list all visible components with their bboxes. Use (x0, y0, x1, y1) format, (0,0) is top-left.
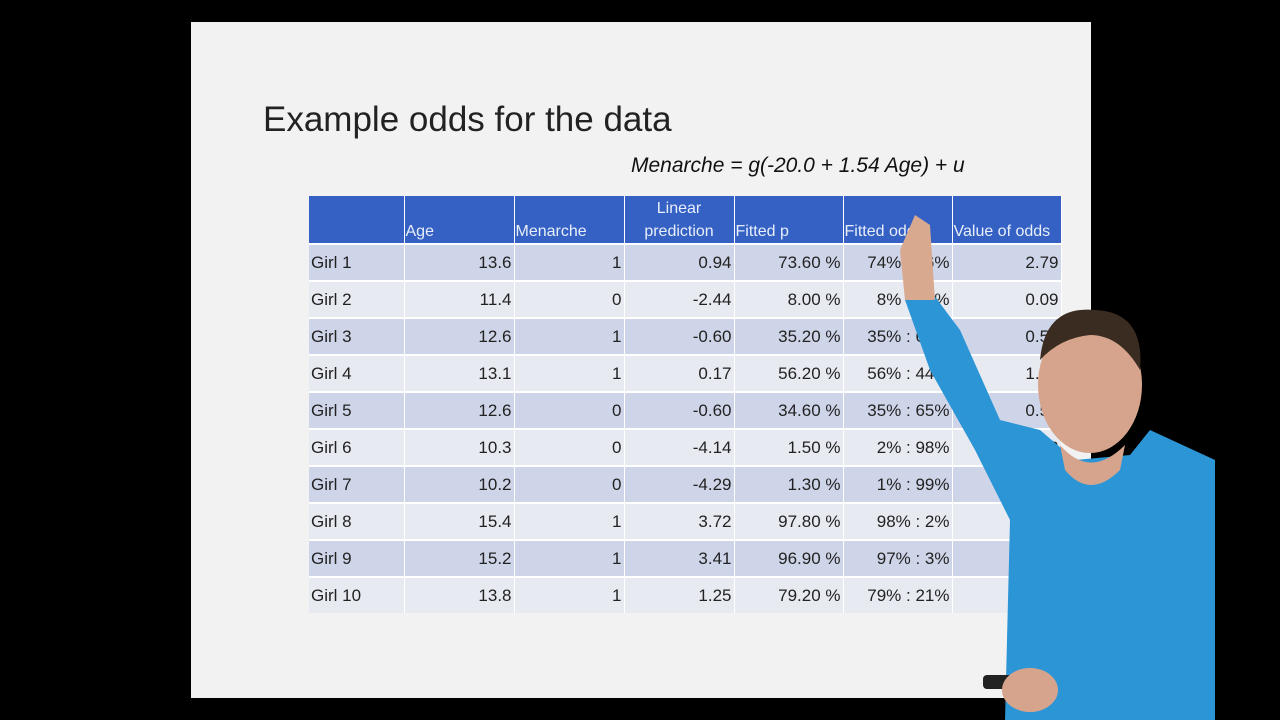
slide-title: Example odds for the data (263, 100, 672, 139)
table-cell: Girl 7 (309, 465, 405, 503)
table-cell: 13.1 (404, 354, 515, 392)
table-cell: 96.90 % (734, 539, 844, 577)
table-cell: Girl 3 (309, 317, 405, 355)
table-cell: 34.60 % (734, 391, 844, 429)
table-cell: Girl 9 (309, 539, 405, 577)
table-cell: 0 (514, 465, 625, 503)
table-cell: 0.09 (952, 280, 1062, 318)
table-cell: 0 (514, 391, 625, 429)
table-cell: 56.20 % (734, 354, 844, 392)
table-cell: 1% : 99% (843, 465, 953, 503)
table-cell: 10.3 (404, 428, 515, 466)
table-cell: 1 (514, 243, 625, 281)
table-cell: Girl 10 (309, 576, 405, 613)
header-cell: Fitted odds (843, 196, 953, 244)
slide: Example odds for the data Menarche = g(-… (191, 22, 1091, 698)
table-cell: -2.44 (624, 280, 735, 318)
table-cell: Girl 2 (309, 280, 405, 318)
table-cell: 79% : 21% (843, 576, 953, 613)
formula: Menarche = g(-20.0 + 1.54 Age) + u (631, 154, 965, 177)
table-cell: 98% : 2% (843, 502, 953, 540)
header-cell: Linear prediction (624, 196, 735, 244)
table-cell: 1.50 % (734, 428, 844, 466)
header-cell: Fitted p (734, 196, 844, 244)
table-cell: 3.72 (624, 502, 735, 540)
table-cell: 0 (514, 428, 625, 466)
table-cell: 35% : 65% (843, 391, 953, 429)
table-cell: 13.6 (404, 243, 515, 281)
table-cell: 10.2 (404, 465, 515, 503)
table-cell: 1 (514, 317, 625, 355)
table-cell: 0 (514, 280, 625, 318)
header-cell: Age (404, 196, 515, 244)
table-cell: Girl 6 (309, 428, 405, 466)
table-cell: 8.00 % (734, 280, 844, 318)
table-cell: 12.6 (404, 391, 515, 429)
table-cell: 1 (514, 502, 625, 540)
table-cell: 73.60 % (734, 243, 844, 281)
table-row: Girl 211.40-2.448.00 %8% : 92%0.09 (309, 280, 1062, 318)
table-cell: 1 (514, 539, 625, 577)
table-cell: 0.94 (624, 243, 735, 281)
header-cell: Value of odds (952, 196, 1062, 244)
odds-table: Age Menarche Linear prediction Fitted p Fitt… (309, 196, 1062, 613)
table-cell: Girl 5 (309, 391, 405, 429)
table-cell: 3.41 (624, 539, 735, 577)
table-cell: -4.29 (624, 465, 735, 503)
table-cell: 15.2 (404, 539, 515, 577)
table-cell: 0.17 (624, 354, 735, 392)
table-cell: 1.30 % (734, 465, 844, 503)
table-cell: 11.4 (404, 280, 515, 318)
table-cell: 2% : 98% (843, 428, 953, 466)
table-cell: 1 (514, 354, 625, 392)
header-cell (309, 196, 405, 244)
table-cell: -0.60 (624, 391, 735, 429)
table-cell: 97.80 % (734, 502, 844, 540)
table-cell: 35.20 % (734, 317, 844, 355)
table-cell: 15.4 (404, 502, 515, 540)
header-row: Age Menarche Linear prediction Fitted p Fitt… (309, 196, 1062, 244)
table-cell: 79.20 % (734, 576, 844, 613)
table-cell: Girl 8 (309, 502, 405, 540)
table-cell: 1 (514, 576, 625, 613)
table-cell: 1.25 (624, 576, 735, 613)
table-cell: -0.60 (624, 317, 735, 355)
table-cell: 97% : 3% (843, 539, 953, 577)
table-cell: Girl 1 (309, 243, 405, 281)
table-cell: 12.6 (404, 317, 515, 355)
table-cell: 0.54 (952, 317, 1062, 355)
table-cell: Girl 4 (309, 354, 405, 392)
table-cell: -4.14 (624, 428, 735, 466)
header-cell: Menarche (514, 196, 625, 244)
table-cell: 13.8 (404, 576, 515, 613)
table-cell: 2.79 (952, 243, 1062, 281)
